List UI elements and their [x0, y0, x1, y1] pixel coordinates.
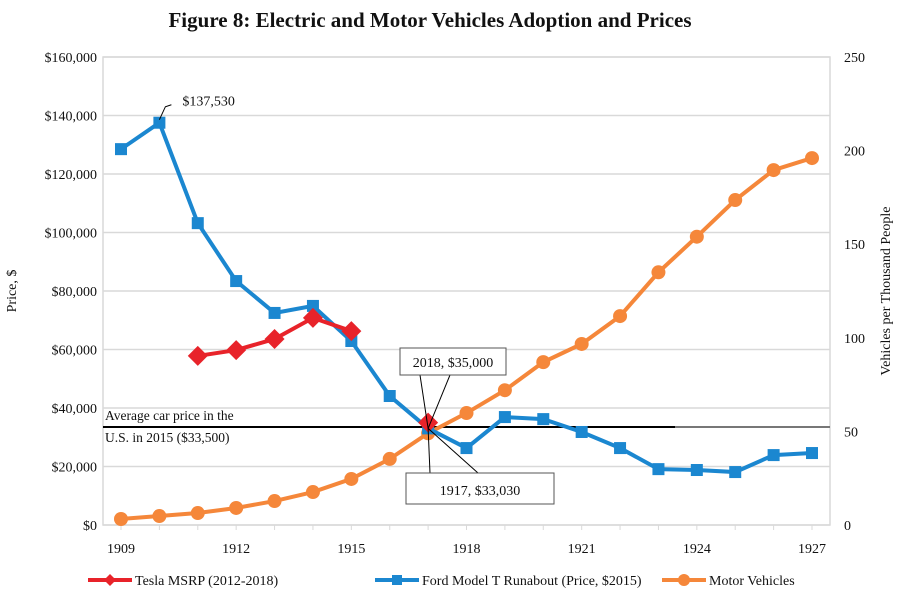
leader-line — [427, 428, 479, 474]
x-tick-label: 1912 — [222, 542, 250, 557]
legend-label: Tesla MSRP (2012-2018) — [135, 574, 279, 589]
y2-tick-label: 50 — [844, 425, 858, 440]
data-point — [614, 442, 627, 455]
data-point — [728, 193, 743, 208]
legend-marker — [678, 574, 690, 586]
legend-marker — [392, 575, 402, 585]
data-point — [574, 336, 589, 351]
y-tick-label: $100,000 — [45, 227, 98, 242]
data-point — [689, 229, 704, 244]
data-point — [690, 464, 703, 477]
y-tick-label: $140,000 — [45, 110, 98, 125]
leader-line — [427, 374, 451, 429]
data-point — [498, 411, 511, 424]
data-point — [805, 151, 819, 166]
data-point — [537, 413, 550, 426]
series-1 — [115, 116, 818, 479]
annotation-box — [399, 347, 507, 376]
data-point — [190, 506, 205, 521]
reference-label: Average car price in the — [105, 408, 234, 423]
x-tick-label: 1909 — [107, 542, 135, 557]
data-point — [767, 449, 780, 462]
x-tick-label: 1915 — [337, 542, 365, 557]
data-point — [344, 471, 359, 486]
data-point — [536, 355, 551, 370]
data-point — [152, 509, 167, 524]
data-point — [652, 463, 665, 476]
y-tick-label: $60,000 — [52, 344, 98, 359]
series-line — [120, 156, 813, 522]
data-point — [766, 163, 781, 178]
data-point — [575, 425, 588, 438]
y2-tick-label: 0 — [844, 519, 851, 534]
y2-tick-label: 200 — [844, 145, 865, 160]
data-point — [729, 466, 742, 479]
data-point — [191, 217, 204, 230]
x-tick-label: 1927 — [798, 542, 826, 557]
x-tick-label: 1918 — [453, 542, 481, 557]
data-point — [115, 143, 127, 156]
data-point — [382, 451, 397, 466]
annotation-box — [405, 472, 555, 505]
data-point — [302, 307, 323, 328]
data-point — [264, 328, 285, 349]
leader-line — [158, 104, 172, 120]
data-point — [230, 275, 243, 288]
annotation-ford: 1917, $33,030 — [440, 484, 521, 499]
data-point — [383, 390, 396, 403]
y2-tick-label: 150 — [844, 238, 865, 253]
legend-label: Ford Model T Runabout (Price, $2015) — [422, 574, 642, 589]
y2-tick-label: 100 — [844, 332, 865, 347]
y-axis-label: Price, $ — [5, 270, 20, 313]
data-point — [460, 442, 473, 455]
y-tick-label: $160,000 — [45, 51, 98, 66]
x-tick-label: 1924 — [683, 542, 711, 557]
data-point — [267, 494, 282, 509]
y2-tick-label: 250 — [844, 51, 865, 66]
annotation-tesla: 2018, $35,000 — [413, 356, 494, 371]
y-tick-label: $40,000 — [52, 402, 98, 417]
data-point — [651, 265, 666, 280]
series-2 — [114, 151, 819, 527]
reference-label: U.S. in 2015 ($33,500) — [105, 430, 230, 445]
data-point — [229, 500, 244, 515]
data-point — [187, 345, 208, 366]
leader-line — [419, 374, 429, 429]
leader-line — [427, 428, 431, 474]
y2-axis-label: Vehicles per Thousand People — [879, 207, 894, 376]
data-point — [459, 406, 474, 421]
y-tick-label: $80,000 — [52, 285, 98, 300]
data-point — [114, 512, 128, 527]
y-tick-label: $120,000 — [45, 168, 98, 183]
data-point — [268, 306, 281, 319]
data-point — [306, 299, 319, 312]
series-0 — [187, 307, 439, 433]
data-point — [613, 309, 628, 324]
data-point — [341, 321, 362, 342]
data-point — [497, 383, 512, 398]
y-tick-label: $0 — [83, 519, 97, 534]
data-point — [418, 412, 439, 433]
data-point — [305, 485, 320, 500]
data-point — [806, 447, 818, 460]
legend-label: Motor Vehicles — [709, 574, 795, 589]
x-tick-label: 1921 — [568, 542, 596, 557]
annotation-peak: $137,530 — [182, 95, 235, 110]
y-tick-label: $20,000 — [52, 461, 98, 476]
data-point — [153, 116, 166, 129]
chart-title: Figure 8: Electric and Motor Vehicles Ad… — [168, 8, 691, 32]
legend-marker — [104, 574, 116, 586]
data-point — [226, 340, 247, 361]
